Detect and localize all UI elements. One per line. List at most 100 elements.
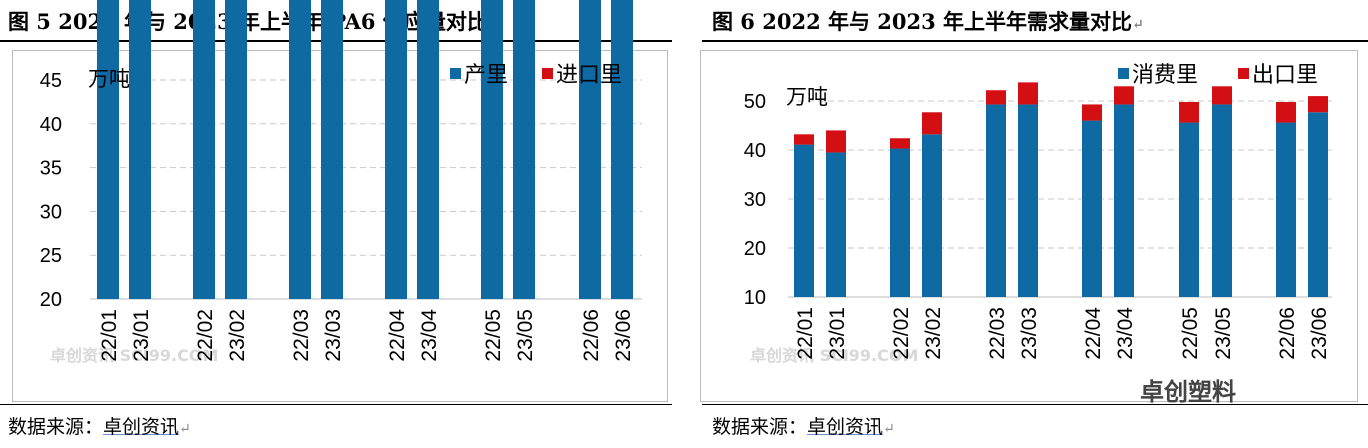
bar-primary (1212, 104, 1232, 298)
x-tick-label: 23/06 (1308, 307, 1331, 360)
x-tick-label: 22/01 (794, 307, 817, 360)
source-label: 数据来源： (8, 416, 104, 438)
bar-secondary (1018, 82, 1038, 105)
y-tick-label: 35 (40, 158, 62, 180)
y-tick-label: 10 (744, 287, 766, 309)
bar-primary (826, 152, 846, 297)
x-tick-label: 22/05 (482, 309, 505, 362)
bar-secondary (1179, 101, 1199, 123)
bar-primary (513, 0, 535, 299)
bar-primary (922, 134, 942, 297)
x-tick-label: 22/02 (194, 309, 217, 362)
chart-title: 图 6 2022 年与 2023 年上半年需求量对比↵ (712, 6, 1144, 36)
x-tick-label: 22/02 (890, 307, 913, 360)
bar-secondary (826, 130, 846, 153)
bar-primary (1308, 112, 1328, 298)
x-tick-label: 23/01 (826, 307, 849, 360)
watermark: 卓创资讯 SCI99.COM (750, 346, 919, 365)
bar-primary (225, 0, 247, 300)
y-tick-label: 30 (744, 189, 766, 211)
source-name: 卓创资讯 (103, 416, 180, 438)
bar-secondary (1308, 96, 1328, 113)
source-name: 卓创资讯 (807, 416, 884, 438)
bar-primary (794, 144, 814, 297)
bar-primary (97, 0, 119, 299)
bar-secondary (922, 112, 942, 135)
legend-swatch (1238, 68, 1249, 79)
bar-primary (611, 0, 633, 299)
bar-primary (1018, 104, 1038, 298)
legend-swatch (1118, 68, 1129, 79)
wechat-logo: 卓创塑料 (1140, 378, 1236, 406)
x-tick-label: 22/04 (386, 309, 409, 362)
chart-title-text: 图 5 2022 年与 2023 年上半年 PA6 供应量对比 (8, 9, 488, 34)
bar-primary (481, 0, 503, 300)
chart-svg: 20 25 30 35 40 45 22/01 23/01 22/02 23/02 22/03 23/… (40, 0, 642, 362)
y-tick-label: 20 (40, 289, 62, 311)
legend-label: 消费里 (1132, 63, 1198, 88)
legend-swatch (542, 68, 553, 79)
bar-primary (193, 0, 215, 299)
title-rule (702, 40, 1368, 42)
source-label: 数据来源： (712, 416, 808, 438)
chart-title-text: 图 6 2022 年与 2023 年上半年需求量对比 (712, 9, 1133, 34)
unit-label: 万吨 (786, 85, 828, 109)
x-tick-label: 23/05 (1212, 307, 1235, 360)
x-tick-label: 23/04 (1114, 307, 1137, 360)
bar-primary (129, 0, 151, 300)
y-tick-label: 45 (40, 70, 62, 92)
source-note: 数据来源：卓创资讯↵ (712, 412, 895, 439)
bar-primary (1114, 104, 1134, 298)
bar-primary (289, 0, 311, 299)
source-rule (702, 404, 1368, 405)
x-tick-label: 23/03 (1018, 307, 1041, 360)
x-tick-label: 22/03 (290, 309, 313, 362)
x-tick-label: 22/01 (98, 309, 121, 362)
return-mark: ↵ (883, 421, 895, 437)
bar-primary (986, 104, 1006, 298)
unit-label: 万吨 (88, 67, 130, 91)
bar-primary (417, 0, 439, 300)
x-tick-label: 22/04 (1082, 307, 1105, 360)
bar-primary (321, 0, 343, 299)
source-rule (0, 404, 672, 405)
bar-secondary (1114, 86, 1134, 105)
y-tick-label: 50 (744, 91, 766, 113)
legend-label: 进口里 (556, 63, 622, 88)
legend-swatch (450, 68, 461, 79)
y-tick-label: 20 (744, 238, 766, 260)
bar-primary (1179, 122, 1199, 297)
bar-primary (385, 0, 407, 299)
bar-secondary (794, 134, 814, 145)
x-tick-label: 22/06 (1276, 307, 1299, 360)
bar-primary (579, 0, 601, 299)
return-mark: ↵ (1132, 17, 1144, 33)
x-tick-label: 22/05 (1179, 307, 1202, 360)
chart-frame (700, 50, 1358, 402)
chart-svg: 10 20 30 40 50 22/01 23/01 22/02 23/02 22/03 23/03… (744, 63, 1332, 360)
bar-primary (1082, 120, 1102, 297)
y-tick-label: 30 (40, 201, 62, 223)
x-tick-label: 22/03 (986, 307, 1009, 360)
return-mark: ↵ (179, 421, 191, 437)
x-tick-label: 22/06 (580, 309, 603, 362)
bar-secondary (1276, 101, 1296, 123)
y-tick-label: 40 (40, 114, 62, 136)
bar-secondary (986, 90, 1006, 105)
watermark: 卓创资讯 SCI99.COM (50, 346, 219, 365)
x-tick-label: 23/03 (322, 309, 345, 362)
x-tick-label: 23/01 (130, 309, 153, 362)
chart-panel-demand: 图 6 2022 年与 2023 年上半年需求量对比↵ 卓创资讯 SCI99.C… (690, 0, 1368, 448)
legend-label: 出口里 (1252, 63, 1318, 88)
legend-label: 产里 (464, 63, 508, 88)
x-tick-label: 23/06 (612, 309, 635, 362)
source-note: 数据来源：卓创资讯↵ (8, 412, 191, 439)
x-tick-label: 23/04 (418, 309, 441, 362)
bar-primary (1276, 122, 1296, 297)
chart-panel-supply: 图 5 2022 年与 2023 年上半年 PA6 供应量对比 ↵ 卓创资讯 SC… (0, 0, 672, 439)
x-tick-label: 23/05 (514, 309, 537, 362)
bar-primary (890, 148, 910, 297)
y-tick-label: 25 (40, 245, 62, 267)
bar-secondary (890, 138, 910, 149)
bar-secondary (1212, 86, 1232, 105)
